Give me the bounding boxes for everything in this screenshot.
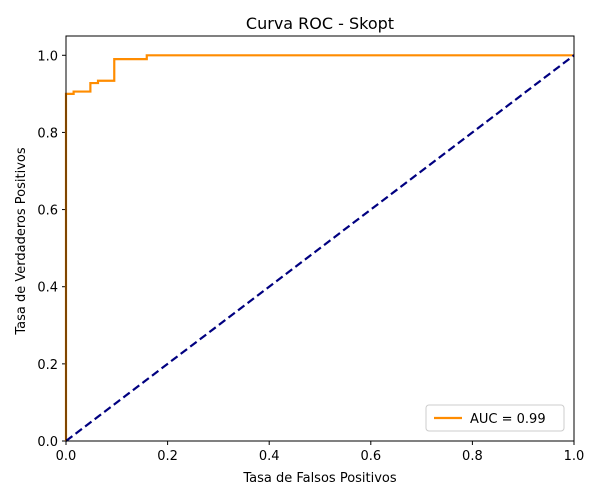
plot-frame — [65, 35, 575, 442]
y-tick-label: 0.0 — [37, 435, 58, 450]
x-tick-label: 0.8 — [462, 449, 483, 464]
legend-entry: AUC = 0.99 — [470, 412, 546, 427]
legend: AUC = 0.99 — [425, 404, 565, 432]
y-tick-label: 1.0 — [37, 49, 58, 64]
y-axis-label: Tasa de Verdaderos Positivos — [14, 147, 29, 335]
x-tick-label: 1.0 — [564, 449, 585, 464]
chance-line — [65, 54, 575, 442]
roc-curve-line — [64, 54, 574, 441]
x-tick-label: 0.2 — [157, 449, 178, 464]
x-tick-label: 0.6 — [360, 449, 381, 464]
plot-series — [64, 54, 575, 442]
y-tick-label: 0.2 — [37, 358, 58, 373]
legend-box — [425, 404, 565, 432]
x-tick-label: 0.0 — [56, 449, 77, 464]
x-tick-label: 0.4 — [259, 449, 280, 464]
y-tick-label: 0.6 — [37, 204, 58, 219]
x-axis-label: Tasa de Falsos Positivos — [242, 471, 397, 486]
axis-ticks: 0.0 0.2 0.4 0.6 0.8 1.0 0.0 0.2 0.4 0.6 0.8 1.0 — [37, 49, 584, 464]
chart-title: Curva ROC - Skopt — [246, 14, 394, 33]
y-tick-label: 0.4 — [37, 281, 58, 296]
y-tick-label: 0.8 — [37, 126, 58, 141]
